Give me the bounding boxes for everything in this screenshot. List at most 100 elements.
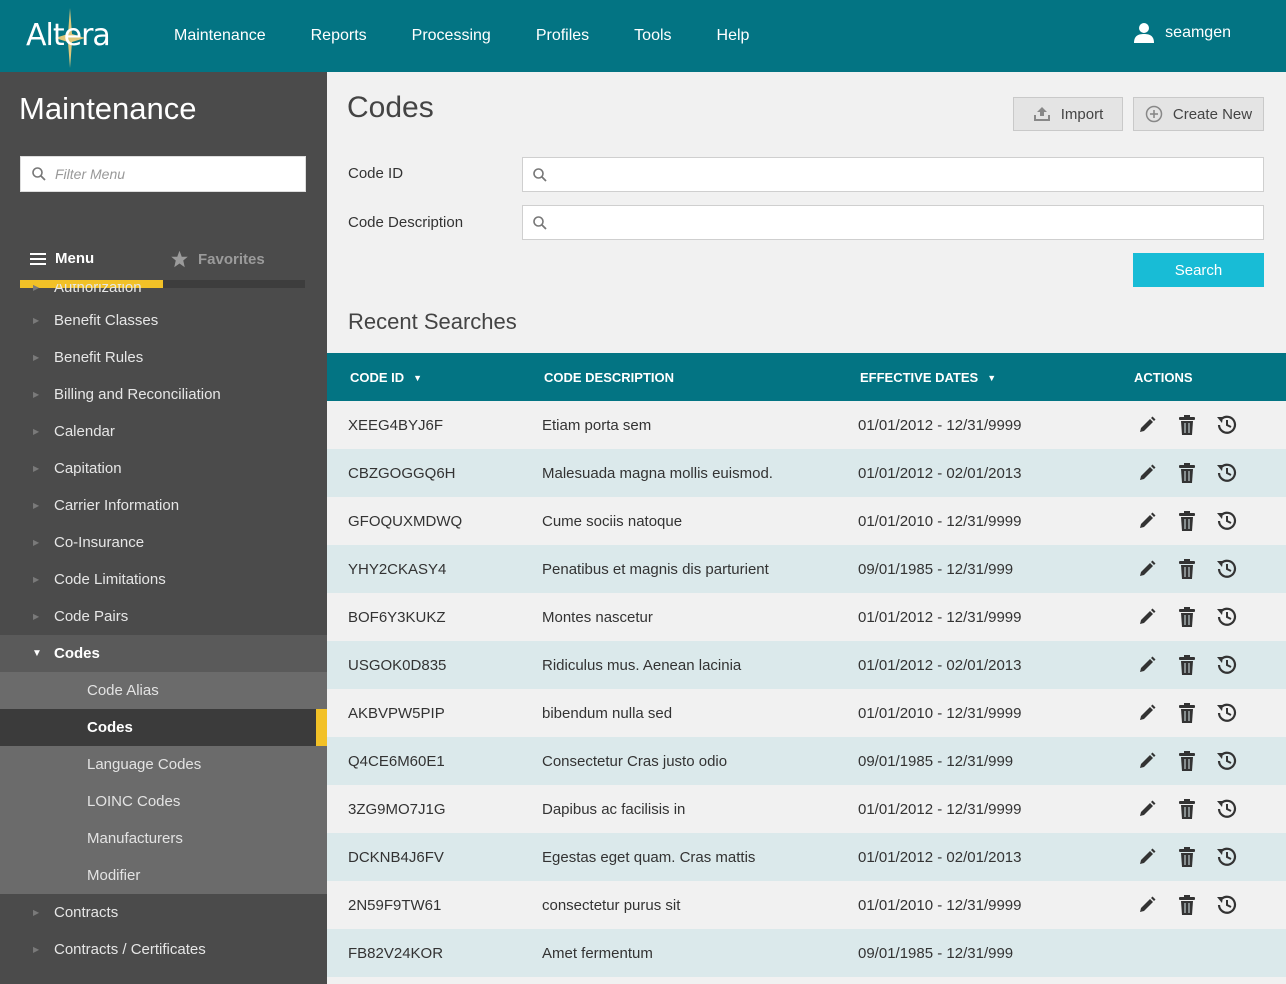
edit-pencil-icon[interactable] xyxy=(1135,605,1159,629)
cell-code-description: bibendum nulla sed xyxy=(542,705,673,722)
history-icon[interactable] xyxy=(1215,893,1239,917)
nav-help[interactable]: Help xyxy=(716,27,750,44)
history-icon[interactable] xyxy=(1215,653,1239,677)
table-row[interactable]: AKBVPW5PIP bibendum nulla sed 01/01/2010 -… xyxy=(327,689,1286,737)
search-icon xyxy=(533,216,547,230)
sidebar-item-co-insurance[interactable]: ▶ Co-Insurance xyxy=(0,524,327,561)
code-description-input[interactable] xyxy=(555,206,1255,239)
delete-trash-icon[interactable] xyxy=(1175,461,1199,485)
chevron-right-icon: ▶ xyxy=(33,390,40,399)
import-label: Import xyxy=(1060,105,1104,123)
tab-menu[interactable]: Menu xyxy=(30,250,94,267)
history-icon[interactable] xyxy=(1215,509,1239,533)
cell-code-description: Amet fermentum xyxy=(542,945,653,962)
edit-pencil-icon[interactable] xyxy=(1135,749,1159,773)
sidebar-item-label: Benefit Rules xyxy=(54,349,144,366)
delete-trash-icon[interactable] xyxy=(1175,893,1199,917)
search-icon xyxy=(32,167,46,181)
row-actions xyxy=(1135,893,1255,917)
column-header-effective-dates[interactable]: EFFECTIVE DATES ▼ xyxy=(860,370,996,385)
history-icon[interactable] xyxy=(1215,701,1239,725)
sidebar-item-label: Carrier Information xyxy=(54,497,180,514)
edit-pencil-icon[interactable] xyxy=(1135,413,1159,437)
create-new-button[interactable]: Create New xyxy=(1133,97,1264,131)
tab-favorites[interactable]: Favorites xyxy=(170,250,265,268)
nav-profiles[interactable]: Profiles xyxy=(535,27,590,44)
user-menu[interactable]: seamgen xyxy=(1133,22,1231,44)
table-row[interactable]: CBZGOGGQ6H Malesuada magna mollis euismod… xyxy=(327,449,1286,497)
edit-pencil-icon[interactable] xyxy=(1135,509,1159,533)
sidebar-subitem-manufacturers[interactable]: Manufacturers xyxy=(0,820,327,857)
edit-pencil-icon[interactable] xyxy=(1135,461,1159,485)
import-button[interactable]: Import xyxy=(1013,97,1123,131)
sidebar-item-code-pairs[interactable]: ▶ Code Pairs xyxy=(0,598,327,635)
sidebar-item-benefit-classes[interactable]: ▶ Benefit Classes xyxy=(0,302,327,339)
delete-trash-icon[interactable] xyxy=(1175,797,1199,821)
delete-trash-icon[interactable] xyxy=(1175,749,1199,773)
cell-effective-dates: 09/01/1985 - 12/31/999 xyxy=(858,945,1014,962)
table-row[interactable]: Q4CE6M60E1 Consectetur Cras justo odio 09/… xyxy=(327,737,1286,785)
history-icon[interactable] xyxy=(1215,749,1239,773)
sidebar-item-authorization[interactable]: ▶ Authorization xyxy=(0,284,327,302)
table-row[interactable]: BOF6Y3KUKZ Montes nascetur 01/01/2012 - 12… xyxy=(327,593,1286,641)
delete-trash-icon[interactable] xyxy=(1175,701,1199,725)
delete-trash-icon[interactable] xyxy=(1175,509,1199,533)
table-row[interactable]: 2N59F9TW61 consectetur purus sit 01/01/201… xyxy=(327,881,1286,929)
table-row[interactable]: GFOQUXMDWQ Cume sociis natoque 01/01/2010 … xyxy=(327,497,1286,545)
history-icon[interactable] xyxy=(1215,461,1239,485)
edit-pencil-icon[interactable] xyxy=(1135,701,1159,725)
sidebar: Maintenance Menu Favorites ▶ Authorizatio… xyxy=(0,72,327,984)
history-icon[interactable] xyxy=(1215,797,1239,821)
delete-trash-icon[interactable] xyxy=(1175,557,1199,581)
edit-pencil-icon[interactable] xyxy=(1135,653,1159,677)
altera-logo[interactable]: Altera xyxy=(26,8,136,68)
delete-trash-icon[interactable] xyxy=(1175,653,1199,677)
search-button[interactable]: Search xyxy=(1133,253,1264,287)
table-row[interactable]: DCKNB4J6FV Egestas eget quam. Cras mattis… xyxy=(327,833,1286,881)
sidebar-subitem-codes[interactable]: Codes xyxy=(0,709,327,746)
filter-menu-input[interactable] xyxy=(55,157,300,191)
table-row[interactable]: YHY2CKASY4 Penatibus et magnis dis partur… xyxy=(327,545,1286,593)
sidebar-item-contracts-certificates[interactable]: ▶ Contracts / Certificates xyxy=(0,931,327,968)
delete-trash-icon[interactable] xyxy=(1175,413,1199,437)
nav-reports[interactable]: Reports xyxy=(310,27,367,44)
nav-maintenance[interactable]: Maintenance xyxy=(174,27,266,44)
history-icon[interactable] xyxy=(1215,845,1239,869)
code-id-input[interactable] xyxy=(555,158,1255,191)
sidebar-subitem-language-codes[interactable]: Language Codes xyxy=(0,746,327,783)
table-row[interactable]: USGOK0D835 Ridiculus mus. Aenean lacinia 0… xyxy=(327,641,1286,689)
sidebar-item-benefit-rules[interactable]: ▶ Benefit Rules xyxy=(0,339,327,376)
delete-trash-icon[interactable] xyxy=(1175,605,1199,629)
sidebar-item-code-limitations[interactable]: ▶ Code Limitations xyxy=(0,561,327,598)
cell-code-description: Cume sociis natoque xyxy=(542,513,683,530)
table-row[interactable]: XEEG4BYJ6F Etiam porta sem 01/01/2012 - 12… xyxy=(327,401,1286,449)
history-icon[interactable] xyxy=(1215,605,1239,629)
sidebar-item-capitation[interactable]: ▶ Capitation xyxy=(0,450,327,487)
nav-tools[interactable]: Tools xyxy=(634,27,672,44)
edit-pencil-icon[interactable] xyxy=(1135,557,1159,581)
create-new-label: Create New xyxy=(1172,105,1253,123)
sidebar-item-carrier-information[interactable]: ▶ Carrier Information xyxy=(0,487,327,524)
table-row[interactable]: FB82V24KOR Amet fermentum 09/01/1985 - 12/… xyxy=(327,929,1286,977)
cell-code-description: Montes nascetur xyxy=(542,609,653,626)
sidebar-item-codes[interactable]: ▼ Codes xyxy=(0,635,327,672)
edit-pencil-icon[interactable] xyxy=(1135,845,1159,869)
history-icon[interactable] xyxy=(1215,413,1239,437)
edit-pencil-icon[interactable] xyxy=(1135,893,1159,917)
sidebar-item-calendar[interactable]: ▶ Calendar xyxy=(0,413,327,450)
cell-code-description: Malesuada magna mollis euismod. xyxy=(542,465,773,482)
delete-trash-icon[interactable] xyxy=(1175,845,1199,869)
sidebar-item-contracts[interactable]: ▶ Contracts xyxy=(0,894,327,931)
main-content: Codes Import Create New Code ID Code Des… xyxy=(327,72,1286,984)
table-row[interactable]: 3ZG9MO7J1G Dapibus ac facilisis in 01/01/2… xyxy=(327,785,1286,833)
sidebar-subitem-modifier[interactable]: Modifier xyxy=(0,857,327,894)
edit-pencil-icon[interactable] xyxy=(1135,797,1159,821)
row-actions xyxy=(1135,749,1255,773)
sidebar-subitem-loinc-codes[interactable]: LOINC Codes xyxy=(0,783,327,820)
history-icon[interactable] xyxy=(1215,557,1239,581)
sidebar-item-billing[interactable]: ▶ Billing and Reconciliation xyxy=(0,376,327,413)
nav-processing[interactable]: Processing xyxy=(411,27,491,44)
sidebar-subitem-code-alias[interactable]: Code Alias xyxy=(0,672,327,709)
row-actions xyxy=(1135,413,1255,437)
column-header-code-id[interactable]: CODE ID ▼ xyxy=(350,370,422,385)
